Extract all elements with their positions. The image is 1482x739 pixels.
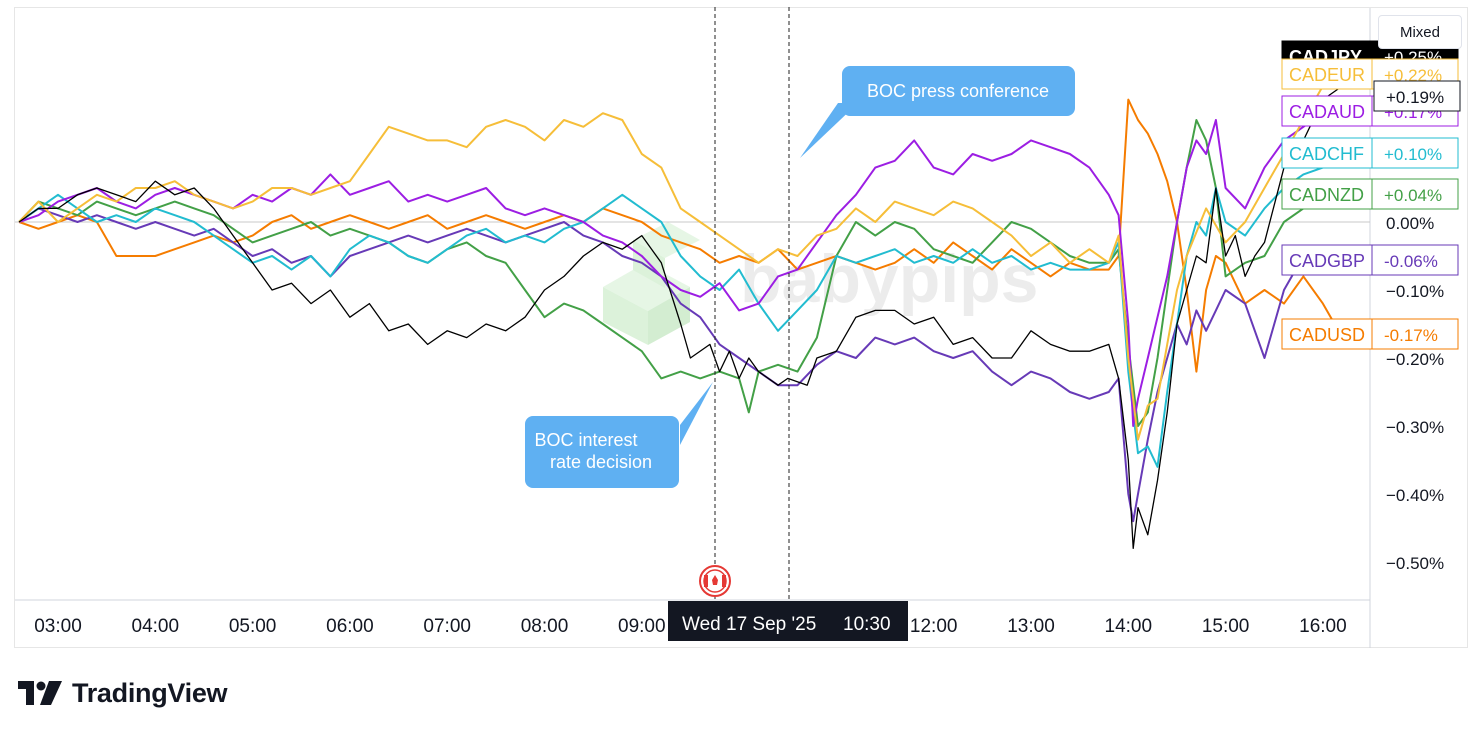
x-tick-label: 05:00 bbox=[229, 616, 277, 637]
series-value: -0.06% bbox=[1384, 252, 1438, 271]
series-name: CADUSD bbox=[1289, 325, 1365, 345]
series-name: CADCHF bbox=[1289, 144, 1364, 164]
x-tick-label: 06:00 bbox=[326, 616, 374, 637]
series-name: CADEUR bbox=[1289, 65, 1365, 85]
series-line-cadchf[interactable] bbox=[18, 153, 1343, 468]
mixed-scale-button[interactable]: Mixed bbox=[1378, 15, 1462, 49]
crosshair-value-label: +0.19% bbox=[1373, 80, 1461, 112]
x-tick-label: 13:00 bbox=[1007, 616, 1055, 637]
series-line-cadnzd[interactable] bbox=[18, 119, 1343, 427]
x-tick-label: 07:00 bbox=[423, 616, 471, 637]
annotation-rate-decision-line2: rate decision bbox=[550, 452, 652, 472]
annotation-rate-decision[interactable]: BOC interest rate decision bbox=[525, 382, 713, 488]
annotation-press-conference-text: BOC press conference bbox=[867, 81, 1049, 101]
series-label-cadeur[interactable]: CADEUR +0.22% bbox=[1281, 58, 1459, 90]
series-value: +0.04% bbox=[1384, 186, 1442, 205]
x-tick-label: 09:00 bbox=[618, 616, 666, 637]
y-tick-label: 0.00% bbox=[1386, 214, 1434, 233]
x-tick-label: 14:00 bbox=[1105, 616, 1153, 637]
series-line-cadaud[interactable] bbox=[18, 105, 1343, 427]
crosshair-time-text: 10:30 bbox=[843, 614, 891, 635]
chart-frame bbox=[14, 7, 1468, 648]
y-tick-label: −0.50% bbox=[1386, 554, 1444, 573]
series-lines-layer bbox=[18, 51, 1363, 550]
crosshair-value-text: +0.19% bbox=[1386, 88, 1444, 107]
crosshair-date-text: Wed 17 Sep '25 bbox=[682, 614, 816, 635]
annotation-rate-decision-line1: BOC interest bbox=[534, 430, 637, 450]
x-tick-label: 15:00 bbox=[1202, 616, 1250, 637]
axes-layer: 03:00 04:00 05:00 06:00 07:00 08:00 09:00 12:00… bbox=[15, 8, 1444, 648]
y-tick-label: −0.40% bbox=[1386, 486, 1444, 505]
tradingview-wordmark: TradingView bbox=[72, 678, 228, 708]
series-line-cadjpy[interactable] bbox=[18, 51, 1363, 550]
y-tick-label: −0.10% bbox=[1386, 282, 1444, 301]
series-label-cadusd[interactable]: CADUSD -0.17% bbox=[1281, 318, 1459, 350]
series-name: CADGBP bbox=[1289, 251, 1365, 271]
y-tick-label: −0.30% bbox=[1386, 418, 1444, 437]
series-label-cadchf[interactable]: CADCHF +0.10% bbox=[1281, 137, 1459, 169]
x-tick-label: 12:00 bbox=[910, 616, 958, 637]
series-name: CADNZD bbox=[1289, 185, 1364, 205]
tradingview-brand[interactable]: TradingView bbox=[18, 678, 228, 709]
x-tick-label: 08:00 bbox=[521, 616, 569, 637]
series-name: CADAUD bbox=[1289, 102, 1365, 122]
series-label-cadnzd[interactable]: CADNZD +0.04% bbox=[1281, 178, 1459, 210]
series-value: -0.17% bbox=[1384, 326, 1438, 345]
x-tick-label: 04:00 bbox=[132, 616, 180, 637]
series-line-cadeur[interactable] bbox=[18, 71, 1343, 441]
crosshair-time-label: Wed 17 Sep '25 10:30 bbox=[668, 601, 908, 641]
canada-flag-icon[interactable] bbox=[699, 565, 731, 597]
series-value: +0.22% bbox=[1384, 66, 1442, 85]
series-value: +0.10% bbox=[1384, 145, 1442, 164]
series-label-cadgbp[interactable]: CADGBP -0.06% bbox=[1281, 244, 1459, 276]
x-tick-label: 16:00 bbox=[1299, 616, 1347, 637]
y-tick-label: −0.20% bbox=[1386, 350, 1444, 369]
annotation-press-conference[interactable]: BOC press conference bbox=[800, 66, 1075, 158]
series-line-cadusd[interactable] bbox=[18, 98, 1344, 373]
tradingview-logo-icon bbox=[18, 680, 62, 705]
x-tick-label: 03:00 bbox=[34, 616, 82, 637]
